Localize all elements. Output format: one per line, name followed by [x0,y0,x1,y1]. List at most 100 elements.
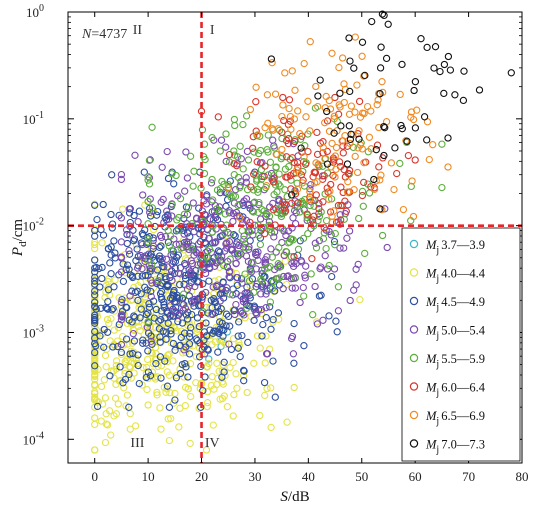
scatter-point [257,306,266,314]
scatter-point [245,228,254,236]
scatter-point [253,251,261,259]
scatter-point [282,280,291,289]
scatter-point [156,231,165,240]
scatter-point [232,269,241,278]
scatter-point [101,438,110,447]
scatter-point [233,273,241,282]
scatter-point [440,89,448,98]
scatter-point [291,86,299,94]
scatter-point [321,252,329,260]
scatter-point [165,242,173,250]
scatter-point [353,168,362,177]
scatter-point [102,281,111,290]
scatter-point [279,101,287,109]
scatter-point [351,33,359,41]
scatter-point [252,98,260,106]
annotation-text: =4737 [91,27,127,42]
scatter-point [112,357,121,365]
scatter-point [225,238,234,246]
scatter-point [320,172,328,180]
scatter-point [334,307,343,315]
scatter-point [331,152,339,160]
scatter-point [146,372,155,380]
scatter-point [308,255,316,263]
scatter-point [138,240,146,249]
scatter-point [250,316,258,325]
scatter-point [378,10,387,18]
scatter-point [269,318,277,326]
scatter-point [93,332,101,340]
scatter-point [226,290,234,298]
scatter-point [93,402,102,411]
scatter-point [282,247,290,256]
scatter-point [376,64,385,72]
scatter-point [329,171,337,180]
scatter-point [334,283,343,291]
legend-entry: Mj 6.5—6.9 [409,409,485,427]
scatter-point [296,208,304,216]
scatter-point [190,167,198,175]
scatter-point [112,365,120,373]
scatter-point [233,162,241,170]
scatter-point [126,231,134,239]
scatter-point [387,159,396,167]
scatter-point [91,273,99,282]
scatter-point [91,362,99,370]
scatter-point [346,57,354,65]
scatter-point [322,92,330,101]
scatter-point [222,340,230,349]
scatter-point [207,381,215,390]
scatter-point [91,420,99,429]
scatter-point [221,247,229,255]
scatter-point [180,341,188,349]
scatter-point [267,55,276,63]
scatter-point [91,317,99,325]
scatter-point [316,76,324,84]
scatter-point [91,350,99,359]
scatter-point [384,20,392,28]
scatter-point [262,350,271,358]
scatter-point [212,238,220,246]
scatter-point [297,144,305,152]
scatter-point [351,152,359,161]
scatter-point [130,312,138,320]
scatter-point [172,298,180,306]
scatter-point [231,310,239,319]
scatter-point [117,268,126,276]
scatter-point [239,298,248,306]
scatter-point [165,403,174,411]
scatter-point [125,250,134,258]
scatter-point [372,146,380,154]
scatter-point [111,276,119,284]
scatter-point [230,151,239,159]
scatter-point [311,239,319,247]
scatter-point [373,101,381,109]
scatter-point [294,107,302,115]
scatter-point [224,180,232,189]
scatter-point [264,171,273,179]
scatter-point [182,363,190,371]
scatter-point [129,330,137,338]
scatter-point [312,82,320,91]
scatter-point [176,281,184,289]
scatter-point [294,245,303,253]
scatter-point [156,404,164,412]
y-label-main: P [10,247,26,257]
legend-label: Mj 5.5—5.9 [425,352,485,370]
scatter-point [257,275,265,283]
scatter-point [249,208,258,216]
scatter-point [155,243,164,252]
scatter-point [203,399,212,407]
scatter-point [361,249,369,258]
scatter-point [190,251,198,259]
scatter-point [344,178,352,186]
scatter-point [173,216,181,224]
scatter-point [275,170,283,178]
scatter-point [238,331,246,340]
scatter-point [134,282,142,290]
scatter-point [117,253,126,261]
scatter-point [102,363,110,371]
scatter-point [165,436,174,445]
scatter-point [331,241,339,249]
scatter-point [191,282,199,291]
